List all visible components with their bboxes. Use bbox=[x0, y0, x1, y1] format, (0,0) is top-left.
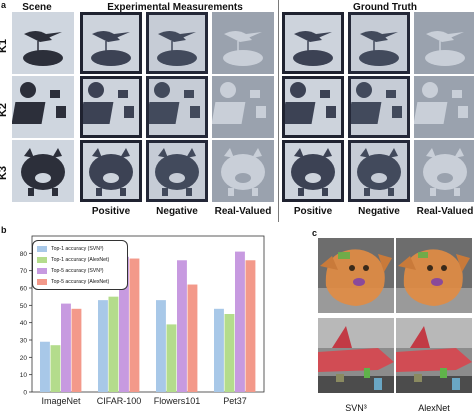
reconstruction-image-bird-real bbox=[212, 12, 274, 74]
dog-segmentation-svn bbox=[318, 238, 394, 313]
row-label-k2: K2 bbox=[0, 102, 10, 118]
legend-swatch bbox=[37, 245, 47, 252]
reconstruction-image-pig-scene bbox=[12, 140, 74, 202]
reconstruction-image-bird-real bbox=[414, 12, 474, 74]
legend-item: Top-1 accuracy (AlexNet) bbox=[37, 254, 123, 265]
y-tick-label: 20 bbox=[20, 355, 28, 362]
col-label-alexnet: AlexNet bbox=[418, 403, 450, 413]
bar-pet37-series-2 bbox=[235, 251, 245, 392]
legend-label: Top-1 accuracy (SVN³) bbox=[51, 245, 104, 252]
reconstruction-image-laptop-neg bbox=[348, 76, 410, 138]
legend-swatch bbox=[37, 256, 47, 263]
reconstruction-image-pig-real bbox=[212, 140, 274, 202]
reconstruction-image-bird-pos bbox=[282, 12, 344, 74]
bar-cifar-100-series-2 bbox=[119, 256, 129, 392]
bar-pet37-series-1 bbox=[224, 314, 235, 392]
x-tick-label: Pet37 bbox=[223, 396, 247, 406]
reconstruction-image-laptop-neg bbox=[146, 76, 208, 138]
y-tick-label: 60 bbox=[20, 286, 28, 293]
y-tick-label: 70 bbox=[20, 268, 28, 275]
y-tick-label: 10 bbox=[20, 372, 28, 379]
chart-legend: Top-1 accuracy (SVN³) Top-1 accuracy (Al… bbox=[32, 240, 128, 290]
reconstruction-image-bird-pos bbox=[80, 12, 142, 74]
reconstruction-image-pig-pos bbox=[282, 140, 344, 202]
reconstruction-image-pig-real bbox=[414, 140, 474, 202]
accuracy-bar-chart: 0 10 20 30 40 50 60 70 80 ImageNet CIFAR-100 Flower… bbox=[20, 235, 265, 406]
reconstruction-image-laptop-real bbox=[414, 76, 474, 138]
col-label-realvalued-gt: Real-Valued bbox=[416, 206, 474, 217]
legend-label: Top-1 accuracy (AlexNet) bbox=[51, 256, 110, 263]
panel-a-letter: a bbox=[1, 0, 7, 10]
col-label-negative-exp: Negative bbox=[156, 206, 198, 217]
reconstruction-image-laptop-real bbox=[212, 76, 274, 138]
dog-segmentation-alexnet bbox=[396, 238, 472, 313]
legend-swatch bbox=[37, 267, 47, 274]
reconstruction-image-pig-neg bbox=[146, 140, 208, 202]
y-tick-label: 0 bbox=[23, 390, 27, 397]
bar-flowers101-series-3 bbox=[187, 284, 198, 392]
bar-imagenet-series-0 bbox=[40, 341, 50, 392]
bar-cifar-100-series-1 bbox=[108, 296, 119, 392]
reconstruction-image-pig-neg bbox=[348, 140, 410, 202]
reconstruction-image-laptop-pos bbox=[80, 76, 142, 138]
bar-flowers101-series-0 bbox=[156, 300, 166, 392]
header-ground-truth: Ground Truth bbox=[353, 2, 417, 13]
bar-imagenet-series-1 bbox=[50, 345, 61, 392]
bar-pet37-series-3 bbox=[245, 260, 256, 392]
row-label-k3: K3 bbox=[0, 165, 10, 181]
reconstruction-image-bird-scene bbox=[12, 12, 74, 74]
bar-cifar-100-series-3 bbox=[129, 258, 140, 392]
col-label-svn: SVN³ bbox=[345, 403, 367, 413]
col-label-negative-gt: Negative bbox=[358, 206, 400, 217]
reconstruction-image-pig-pos bbox=[80, 140, 142, 202]
plane-segmentation-svn bbox=[318, 318, 394, 393]
legend-item: Top-5 accuracy (AlexNet) bbox=[37, 276, 123, 287]
col-label-positive-exp: Positive bbox=[91, 206, 131, 217]
legend-swatch bbox=[37, 278, 47, 285]
reconstruction-image-laptop-scene bbox=[12, 76, 74, 138]
reconstruction-image-bird-neg bbox=[146, 12, 208, 74]
panel-a-divider bbox=[278, 0, 279, 222]
col-label-positive-gt: Positive bbox=[293, 206, 333, 217]
y-tick-label: 80 bbox=[20, 251, 28, 258]
reconstruction-image-laptop-pos bbox=[282, 76, 344, 138]
bar-flowers101-series-1 bbox=[166, 324, 177, 392]
y-tick-label: 50 bbox=[20, 303, 28, 310]
x-tick-label: ImageNet bbox=[41, 396, 81, 406]
legend-item: Top-1 accuracy (SVN³) bbox=[37, 243, 123, 254]
panel-b-letter: b bbox=[1, 225, 7, 235]
x-tick-label: Flowers101 bbox=[154, 396, 201, 406]
bar-cifar-100-series-0 bbox=[98, 300, 108, 392]
y-tick-label: 40 bbox=[20, 320, 28, 327]
reconstruction-image-bird-neg bbox=[348, 12, 410, 74]
row-label-k1: K1 bbox=[0, 38, 10, 54]
header-scene: Scene bbox=[22, 2, 52, 13]
bar-imagenet-series-3 bbox=[71, 308, 82, 392]
bar-imagenet-series-2 bbox=[61, 303, 71, 392]
panel-c-letter: c bbox=[312, 228, 318, 238]
plane-segmentation-alexnet bbox=[396, 318, 472, 393]
bar-pet37-series-0 bbox=[214, 308, 224, 392]
y-tick-label: 30 bbox=[20, 338, 28, 345]
bar-flowers101-series-2 bbox=[177, 260, 187, 392]
legend-label: Top-5 accuracy (SVN³) bbox=[51, 267, 104, 274]
plot-frame bbox=[31, 235, 265, 393]
header-experimental: Experimental Measurements bbox=[107, 2, 243, 13]
legend-item: Top-5 accuracy (SVN³) bbox=[37, 265, 123, 276]
x-tick-label: CIFAR-100 bbox=[97, 396, 142, 406]
legend-label: Top-5 accuracy (AlexNet) bbox=[51, 278, 110, 285]
col-label-realvalued-exp: Real-Valued bbox=[214, 206, 272, 217]
